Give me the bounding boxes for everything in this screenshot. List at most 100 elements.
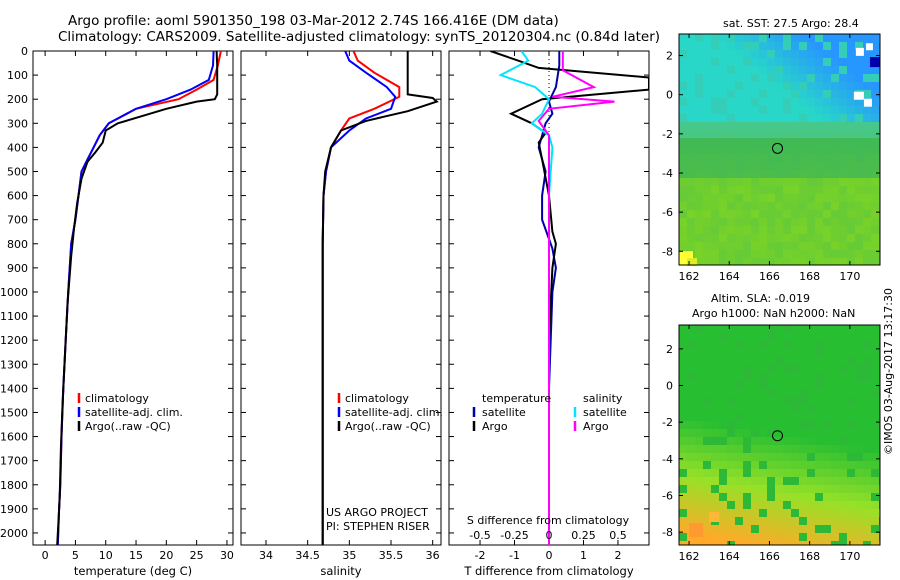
- y-tick-label: 500: [7, 165, 28, 178]
- x-tick-label: 1: [580, 549, 587, 562]
- heatmap-feature: [865, 43, 873, 51]
- y-tick-label: 1000: [0, 286, 28, 299]
- sla-map-title-2: Argo h1000: NaN h2000: NaN: [692, 307, 855, 320]
- map-y-tick-label: -8: [662, 526, 673, 539]
- heatmap-feature: [853, 91, 864, 100]
- annotation-pi: PI: STEPHEN RISER: [326, 520, 430, 533]
- map-x-tick-label: 170: [839, 550, 860, 563]
- y-tick-label: 1200: [0, 334, 28, 347]
- x-tick-label: 0: [546, 549, 553, 562]
- map-frame: [678, 324, 881, 546]
- x-tick-label: 5: [72, 549, 79, 562]
- x-tick-label: 2: [614, 549, 621, 562]
- map-x-tick-label: 166: [759, 550, 780, 563]
- map-y-tick-label: 0: [666, 89, 673, 102]
- y-tick-label: 1700: [0, 455, 28, 468]
- s-tick-label: 0.5: [609, 529, 627, 542]
- sst-map-title: sat. SST: 27.5 Argo: 28.4: [723, 17, 859, 30]
- x-tick-label: 34: [259, 549, 273, 562]
- legend-label: satellite-adj. clim.: [85, 406, 183, 419]
- series-group: [321, 51, 439, 545]
- title-line-2: Climatology: CARS2009. Satellite-adjuste…: [58, 29, 661, 45]
- series-argo: [56, 51, 219, 545]
- legend-label: climatology: [85, 392, 149, 405]
- map-x-tick-label: 164: [719, 270, 740, 283]
- map-y-tick-label: -8: [662, 245, 673, 258]
- legend-label: Argo: [583, 420, 609, 433]
- y-tick-label: 900: [7, 262, 28, 275]
- argo-location-marker: [771, 430, 783, 442]
- x-axis-label: salinity: [320, 564, 361, 578]
- plot-frame: [240, 50, 442, 546]
- y-tick-label: 1900: [0, 503, 28, 516]
- map-y-tick-label: -4: [662, 167, 673, 180]
- legend-label: Argo(..raw -QC): [345, 420, 431, 433]
- map-x-tick-label: 170: [839, 270, 860, 283]
- x-axis-label: temperature (deg C): [74, 564, 192, 578]
- panel-sla-map: 162 164 166 168 170 -8 -6 -4 -2 0 2 Altim. SLA: -0.…: [662, 292, 881, 563]
- legend-label: satellite: [583, 406, 627, 419]
- s-axis-label: S difference from climatology: [467, 514, 630, 527]
- heatmap-feature: [869, 57, 880, 68]
- panel-temperature: 0 5 10 15 20 25 30 temperature (deg C) 0 100 200 30…: [0, 45, 234, 578]
- s-tick-label: 0: [546, 529, 553, 542]
- panel-differences: -2 -1 0 1 2 T difference from climatology -0.5…: [448, 50, 650, 578]
- argo-location-marker: [771, 142, 783, 154]
- x-tick-label: 35: [342, 549, 356, 562]
- map-y-tick-label: -2: [662, 128, 673, 141]
- title-line-1: Argo profile: aoml 5901350_198 03-Mar-20…: [68, 13, 559, 29]
- y-tick-label: 100: [7, 69, 28, 82]
- legend-label: satellite-adj. clim.: [345, 406, 443, 419]
- x-tick-label: -2: [475, 549, 486, 562]
- y-tick-label: 1600: [0, 431, 28, 444]
- y-tick-label: 600: [7, 190, 28, 203]
- map-x-tick-label: 164: [719, 550, 740, 563]
- heatmap-feature: [863, 98, 872, 107]
- y-tick-label: 400: [7, 141, 28, 154]
- map-x-tick-label: 166: [759, 270, 780, 283]
- y-tick-label: 1400: [0, 382, 28, 395]
- series-group: [490, 51, 649, 545]
- heatmap-feature: [689, 523, 704, 537]
- series-group: [56, 51, 222, 545]
- y-tick-label: 1300: [0, 358, 28, 371]
- s-tick-label: -0.5: [469, 529, 490, 542]
- map-x-tick-label: 168: [799, 550, 820, 563]
- map-y-tick-label: 0: [666, 380, 673, 393]
- x-tick-label: 15: [129, 549, 143, 562]
- legend-label: climatology: [345, 392, 409, 405]
- map-x-tick-label: 162: [679, 270, 700, 283]
- series-t-argo: [490, 51, 649, 545]
- x-tick-label: 25: [190, 549, 204, 562]
- y-tick-label: 800: [7, 238, 28, 251]
- legend-label: satellite: [482, 406, 526, 419]
- x-tick-label: 20: [159, 549, 173, 562]
- map-y-tick-label: -6: [662, 490, 673, 503]
- panel-salinity: 34 34.5 35 35.5 36 salinity climatologysatelli…: [240, 50, 443, 578]
- x-tick-label: 30: [220, 549, 234, 562]
- y-tick-label: 200: [7, 93, 28, 106]
- plot-frame: [32, 50, 234, 546]
- map-y-tick-label: 2: [666, 50, 673, 63]
- sla-map-title-1: Altim. SLA: -0.019: [711, 292, 810, 305]
- y-tick-label: 2000: [0, 527, 28, 540]
- map-y-tick-label: 2: [666, 343, 673, 356]
- x-tick-label: 34.5: [295, 549, 320, 562]
- x-axis-label: T difference from climatology: [463, 564, 634, 578]
- y-tick-label: 300: [7, 117, 28, 130]
- legend-header-temperature: temperature: [482, 392, 551, 405]
- x-tick-label: 36: [426, 549, 440, 562]
- x-tick-label: 10: [99, 549, 113, 562]
- heatmap-cells: [679, 34, 881, 267]
- map-y-tick-label: -4: [662, 453, 673, 466]
- heatmap-feature: [687, 258, 698, 267]
- heatmap-feature: [709, 512, 720, 522]
- legend-label: Argo(..raw -QC): [85, 420, 171, 433]
- heatmap-cells: [679, 325, 881, 546]
- map-x-tick-label: 168: [799, 270, 820, 283]
- series-t-satellite: [537, 51, 561, 545]
- legend-label: Argo: [482, 420, 508, 433]
- map-y-tick-label: -6: [662, 206, 673, 219]
- y-tick-label: 1800: [0, 479, 28, 492]
